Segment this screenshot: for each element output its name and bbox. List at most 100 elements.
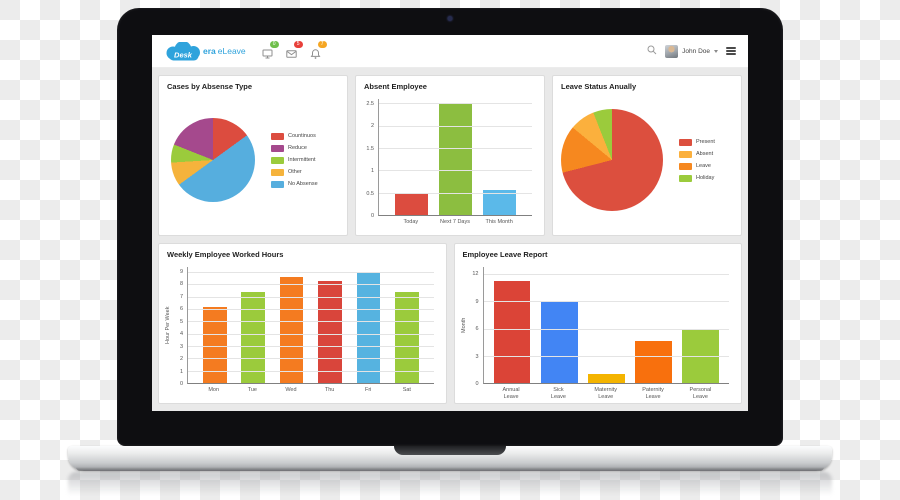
gridline xyxy=(379,170,532,172)
y-tick: 5 xyxy=(179,318,183,325)
gridline xyxy=(188,308,434,310)
y-tick: 12 xyxy=(472,271,479,278)
menu-icon[interactable] xyxy=(726,47,736,55)
x-tick-label: Maternity Leave xyxy=(594,387,618,400)
webcam-icon xyxy=(447,16,453,21)
x-tick-label: Next 7 Days xyxy=(440,219,470,225)
deskera-logo[interactable]: Desk era eLeave xyxy=(164,41,246,61)
envelope-icon[interactable]: 5 xyxy=(285,41,303,58)
app-header: Desk era eLeave 0 xyxy=(152,35,748,68)
y-tick: 2 xyxy=(370,123,374,129)
bar-column xyxy=(272,267,310,383)
legend-label: Holiday xyxy=(696,175,715,181)
y-axis-ticks: 0 3 6 9 12 xyxy=(467,267,483,387)
y-tick: 0 xyxy=(179,381,183,387)
y-tick: 8 xyxy=(179,281,183,288)
bar-paternity xyxy=(635,341,672,383)
absent-employee-bar-chart: 0 0.5 1 1.5 2 2.5 Today Next 7 Days This Month xyxy=(362,99,532,231)
x-tick-label: Mon xyxy=(208,387,220,393)
gridline xyxy=(188,321,434,323)
x-tick-label: This Month xyxy=(485,219,513,225)
search-icon[interactable] xyxy=(647,42,657,60)
leave-status-pie-chart: Present Absent Leave Holiday xyxy=(553,93,741,235)
card-title: Weekly Employee Worked Hours xyxy=(167,250,284,259)
y-tick: 9 xyxy=(475,298,479,305)
notification-icon-group: 0 5 7 xyxy=(262,41,327,59)
bar-tue xyxy=(241,291,265,383)
envelope-badge: 5 xyxy=(293,41,303,48)
legend-item: Reduce xyxy=(271,144,318,152)
card-weekly-worked-hours: Weekly Employee Worked Hours Hour Per We… xyxy=(158,243,447,404)
dashboard-row-2: Weekly Employee Worked Hours Hour Per We… xyxy=(158,243,742,404)
legend: Countinuos Reduce Intermittent Other No Abse… xyxy=(271,132,318,188)
dashboard-row-1: Cases by Absense Type Countinuos Reduce In… xyxy=(158,75,742,236)
bell-badge: 7 xyxy=(317,41,327,48)
cloud-logo-icon: Desk xyxy=(166,41,200,60)
card-employee-leave-report: Employee Leave Report Month 0 3 6 9 12 Annua… xyxy=(453,243,742,404)
x-tick-label: Personal Leave xyxy=(689,387,712,400)
legend-label: Present xyxy=(696,139,715,145)
plot-area xyxy=(482,267,729,384)
gridline xyxy=(379,125,532,127)
bar-sick xyxy=(540,301,578,383)
legend-swatch xyxy=(679,150,692,158)
bar-column xyxy=(677,267,724,383)
legend-item: Other xyxy=(271,168,318,176)
gridline xyxy=(483,355,729,357)
gridline xyxy=(379,192,532,194)
card-title: Employee Leave Report xyxy=(462,250,548,259)
card-absent-employee: Absent Employee 0 0.5 1 1.5 2 2.5 Today Next 7… xyxy=(355,75,545,236)
product-name: eLeave xyxy=(217,46,246,56)
bar-column xyxy=(477,99,521,215)
gridline xyxy=(188,358,434,360)
y-tick: 9 xyxy=(179,268,183,275)
legend: Present Absent Leave Holiday xyxy=(679,138,715,182)
y-tick: 0 xyxy=(370,213,374,219)
x-axis-labels: Mon Tue Wed Thu Fri Sat xyxy=(187,384,434,399)
dashboard: Cases by Absense Type Countinuos Reduce In… xyxy=(152,68,748,411)
user-menu[interactable]: John Doe xyxy=(665,44,718,58)
legend-swatch xyxy=(271,180,284,188)
bar-column xyxy=(234,267,272,383)
bar-sat xyxy=(395,291,419,383)
legend-swatch xyxy=(271,144,284,152)
legend-label: Other xyxy=(288,169,302,175)
bar-column xyxy=(195,267,233,383)
card-title: Leave Status Anually xyxy=(561,82,637,91)
y-tick: 1 xyxy=(370,168,374,174)
legend-swatch xyxy=(679,162,692,170)
y-tick: 0 xyxy=(475,381,479,387)
laptop-reflection xyxy=(68,472,832,500)
header-right-group: John Doe xyxy=(647,42,736,60)
legend-item: Present xyxy=(679,138,715,146)
bar-column xyxy=(488,267,535,383)
y-axis-ticks: 0 1 2 3 4 5 6 7 8 9 xyxy=(171,267,187,387)
bar-mon xyxy=(202,306,227,383)
legend-label: Intermittent xyxy=(288,157,316,163)
y-tick: 3 xyxy=(475,353,479,360)
bar-today xyxy=(395,192,428,215)
x-tick-label: Annual Leave xyxy=(502,387,520,400)
y-tick: 4 xyxy=(179,331,183,338)
gridline xyxy=(188,284,434,286)
gridline xyxy=(188,271,434,273)
gridline xyxy=(483,274,729,276)
monitor-badge: 0 xyxy=(269,41,279,48)
legend-swatch xyxy=(271,168,284,176)
monitor-icon[interactable]: 0 xyxy=(262,41,279,59)
plot-area xyxy=(187,267,434,384)
legend-item: Leave xyxy=(679,162,715,170)
card-title: Absent Employee xyxy=(364,82,427,91)
gridline xyxy=(188,333,434,335)
card-title: Cases by Absense Type xyxy=(167,82,253,91)
user-name: John Doe xyxy=(682,47,710,55)
bar-column xyxy=(434,99,478,215)
bell-icon[interactable]: 7 xyxy=(310,41,327,59)
chevron-down-icon xyxy=(714,49,718,53)
y-tick: 6 xyxy=(179,306,183,313)
bar-next-7-days xyxy=(439,103,472,215)
gridline xyxy=(379,148,532,150)
y-tick: 2 xyxy=(179,356,183,363)
